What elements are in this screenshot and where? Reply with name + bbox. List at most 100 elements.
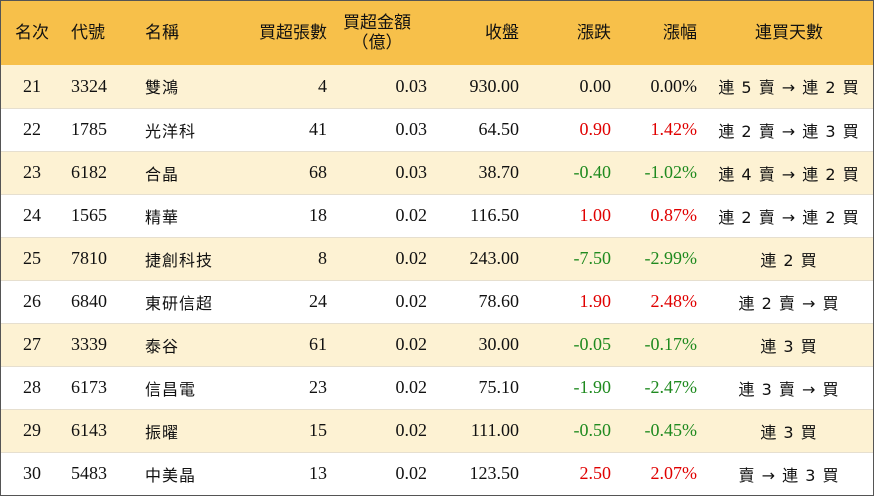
cell-name: 光洋科: [135, 107, 235, 151]
cell-name: 中美晶: [135, 451, 235, 495]
header-net-buy-lots: 買超張數: [259, 23, 327, 43]
cell-streak: 賣 → 連 3 買: [705, 451, 873, 495]
cell-change: 0.90: [519, 107, 611, 151]
cell-close: 78.60: [427, 279, 519, 323]
cell-code: 6182: [63, 150, 135, 194]
cell-close: 30.00: [427, 322, 519, 366]
cell-net-buy-lots: 18: [235, 193, 327, 237]
cell-change: -7.50: [519, 236, 611, 280]
table-row: 21 3324 雙鴻 4 0.03 930.00 0.00 0.00% 連 5 賣 → 連 2 …: [1, 65, 873, 108]
cell-close: 64.50: [427, 107, 519, 151]
cell-rank: 25: [1, 236, 63, 280]
cell-net-buy-amount: 0.02: [327, 322, 427, 366]
table-row: 30 5483 中美晶 13 0.02 123.50 2.50 2.07% 賣 → 連 3 買: [1, 451, 873, 495]
cell-code: 6143: [63, 408, 135, 452]
cell-close: 75.10: [427, 365, 519, 409]
cell-net-buy-lots: 68: [235, 150, 327, 194]
cell-net-buy-lots: 8: [235, 236, 327, 280]
cell-code: 1785: [63, 107, 135, 151]
header-change: 漲跌: [577, 23, 611, 43]
cell-change: 2.50: [519, 451, 611, 495]
cell-name: 信昌電: [135, 365, 235, 409]
cell-change-pct: -0.17%: [611, 322, 705, 366]
cell-streak: 連 3 買: [705, 322, 873, 366]
cell-code: 3339: [63, 322, 135, 366]
table-row: 22 1785 光洋科 41 0.03 64.50 0.90 1.42% 連 2 賣 → 連 3…: [1, 107, 873, 151]
cell-name: 捷創科技: [135, 236, 235, 280]
header-net-buy-amount: 買超金額 （億）: [327, 1, 427, 65]
cell-change: -0.40: [519, 150, 611, 194]
cell-change-pct: 2.48%: [611, 279, 705, 323]
cell-net-buy-amount: 0.02: [327, 236, 427, 280]
cell-close: 123.50: [427, 451, 519, 495]
cell-net-buy-lots: 61: [235, 322, 327, 366]
cell-rank: 27: [1, 322, 63, 366]
header-change-pct: 漲幅: [663, 23, 697, 43]
cell-change: 1.90: [519, 279, 611, 323]
cell-streak: 連 2 賣 → 買: [705, 279, 873, 323]
header-streak: 連買天數: [755, 23, 823, 43]
cell-change: 0.00: [579, 75, 612, 96]
table-row: 25 7810 捷創科技 8 0.02 243.00 -7.50 -2.99% 連 2 買: [1, 236, 873, 280]
cell-change-pct: 0.00%: [650, 75, 698, 96]
cell-net-buy-lots: 4: [318, 75, 327, 96]
cell-code: 5483: [63, 451, 135, 495]
cell-change-pct: 2.07%: [611, 451, 705, 495]
cell-net-buy-amount: 0.02: [327, 408, 427, 452]
cell-streak: 連 3 賣 → 買: [705, 365, 873, 409]
cell-name: 振曜: [135, 408, 235, 452]
cell-net-buy-lots: 15: [235, 408, 327, 452]
cell-streak: 連 5 賣 → 連 2 買: [718, 78, 860, 98]
table-header-row: 名次 代號 名稱 買超張數 買超金額 （億） 收盤 漲跌 漲幅 連買天數: [1, 1, 873, 65]
cell-code: 3324: [71, 75, 107, 96]
cell-streak: 連 2 賣 → 連 2 買: [705, 193, 873, 237]
cell-change: -0.50: [519, 408, 611, 452]
table-row: 23 6182 合晶 68 0.03 38.70 -0.40 -1.02% 連 4 賣 → 連 …: [1, 150, 873, 194]
cell-rank: 28: [1, 365, 63, 409]
cell-rank: 24: [1, 193, 63, 237]
header-close: 收盤: [485, 23, 519, 43]
cell-rank: 29: [1, 408, 63, 452]
cell-streak: 連 2 買: [705, 236, 873, 280]
cell-change-pct: -2.99%: [611, 236, 705, 280]
cell-close: 116.50: [427, 193, 519, 237]
table-body: 21 3324 雙鴻 4 0.03 930.00 0.00 0.00% 連 5 賣 → 連 2 …: [1, 65, 873, 495]
header-rank: 名次: [15, 23, 49, 43]
cell-close: 38.70: [427, 150, 519, 194]
cell-name: 泰谷: [135, 322, 235, 366]
cell-change-pct: 0.87%: [611, 193, 705, 237]
cell-code: 6840: [63, 279, 135, 323]
cell-close: 111.00: [427, 408, 519, 452]
cell-rank: 30: [1, 451, 63, 495]
cell-close: 930.00: [469, 75, 520, 96]
cell-streak: 連 2 賣 → 連 3 買: [705, 107, 873, 151]
cell-net-buy-lots: 23: [235, 365, 327, 409]
cell-net-buy-lots: 41: [235, 107, 327, 151]
cell-change-pct: 1.42%: [611, 107, 705, 151]
cell-rank: 21: [23, 75, 41, 96]
cell-code: 1565: [63, 193, 135, 237]
cell-net-buy-lots: 13: [235, 451, 327, 495]
cell-change-pct: -1.02%: [611, 150, 705, 194]
cell-streak: 連 4 賣 → 連 2 買: [705, 150, 873, 194]
cell-net-buy-amount: 0.03: [327, 150, 427, 194]
cell-change-pct: -0.45%: [611, 408, 705, 452]
cell-name: 精華: [135, 193, 235, 237]
header-name: 名稱: [145, 23, 179, 43]
table-row: 27 3339 泰谷 61 0.02 30.00 -0.05 -0.17% 連 3 買: [1, 322, 873, 366]
cell-net-buy-amount: 0.02: [327, 451, 427, 495]
cell-name: 雙鴻: [145, 78, 180, 98]
table-row: 26 6840 東研信超 24 0.02 78.60 1.90 2.48% 連 2 賣 → 買: [1, 279, 873, 323]
cell-name: 合晶: [135, 150, 235, 194]
cell-name: 東研信超: [135, 279, 235, 323]
table-row: 28 6173 信昌電 23 0.02 75.10 -1.90 -2.47% 連 3 賣 → 買: [1, 365, 873, 409]
cell-close: 243.00: [427, 236, 519, 280]
cell-rank: 26: [1, 279, 63, 323]
cell-net-buy-amount: 0.02: [327, 279, 427, 323]
cell-net-buy-amount: 0.02: [327, 365, 427, 409]
cell-change: -1.90: [519, 365, 611, 409]
cell-code: 7810: [63, 236, 135, 280]
table-row: 24 1565 精華 18 0.02 116.50 1.00 0.87% 連 2 賣 → 連 2…: [1, 193, 873, 237]
